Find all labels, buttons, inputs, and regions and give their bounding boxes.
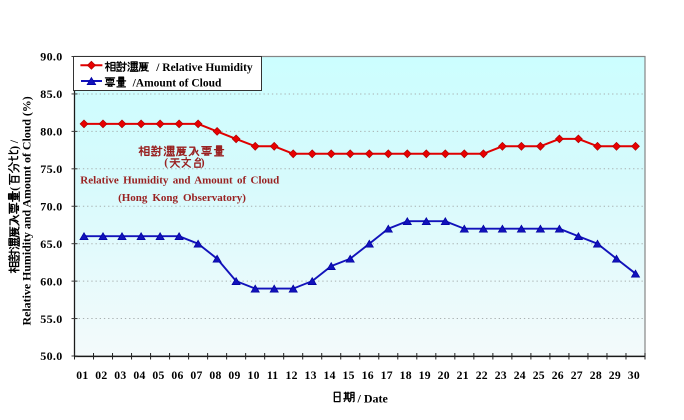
svg-text:24: 24 [514,369,526,382]
svg-text:Relative Humidity and Amount o: Relative Humidity and Amount of Cloud (%… [20,96,34,325]
svg-text:03: 03 [114,369,126,382]
svg-text:28: 28 [590,369,602,382]
svg-text:90.0: 90.0 [40,50,62,64]
svg-text:22: 22 [476,369,488,382]
svg-text:70.0: 70.0 [40,199,62,213]
svg-text:60.0: 60.0 [40,274,62,288]
svg-text:18: 18 [400,369,412,382]
svg-text:10: 10 [248,369,260,382]
svg-text:/Amount of Cloud: /Amount of Cloud [132,77,222,89]
svg-text:27: 27 [571,369,583,382]
svg-text:85.0: 85.0 [40,87,62,101]
svg-text:65.0: 65.0 [40,237,62,251]
svg-text:/ Date: / Date [357,391,389,405]
svg-text:Relative Humidity and Amount o: Relative Humidity and Amount of Cloud [80,175,279,187]
svg-text:(: ( [9,187,21,191]
svg-text:(: ( [164,157,168,169]
svg-text:25: 25 [533,369,545,382]
svg-text:) /: ) / [9,139,21,150]
svg-text:23: 23 [495,369,507,382]
svg-text:(Hong Kong Observatory): (Hong Kong Observatory) [118,192,246,204]
svg-text:29: 29 [609,369,621,382]
svg-text:12: 12 [286,369,298,382]
svg-text:55.0: 55.0 [40,312,62,326]
svg-text:02: 02 [95,369,107,382]
svg-text:30: 30 [628,369,640,382]
svg-text:/ Relative Humidity: / Relative Humidity [155,62,253,74]
svg-text:15: 15 [343,369,355,382]
svg-text:50.0: 50.0 [40,349,62,363]
svg-text:01: 01 [76,369,88,382]
svg-text:08: 08 [209,369,221,382]
svg-text:): ) [201,157,205,169]
svg-text:19: 19 [419,369,431,382]
svg-text:07: 07 [190,369,202,382]
svg-text:75.0: 75.0 [40,162,62,176]
svg-text:09: 09 [228,369,240,382]
svg-text:05: 05 [152,369,164,382]
svg-text:26: 26 [552,369,564,382]
svg-text:80.0: 80.0 [40,125,62,139]
svg-text:04: 04 [133,369,145,382]
svg-text:16: 16 [362,369,374,382]
svg-text:17: 17 [381,369,393,382]
svg-text:20: 20 [438,369,450,382]
svg-text:06: 06 [171,369,183,382]
svg-text:14: 14 [324,369,336,382]
svg-text:13: 13 [305,369,317,382]
svg-text:11: 11 [267,369,279,382]
svg-text:21: 21 [457,369,469,382]
